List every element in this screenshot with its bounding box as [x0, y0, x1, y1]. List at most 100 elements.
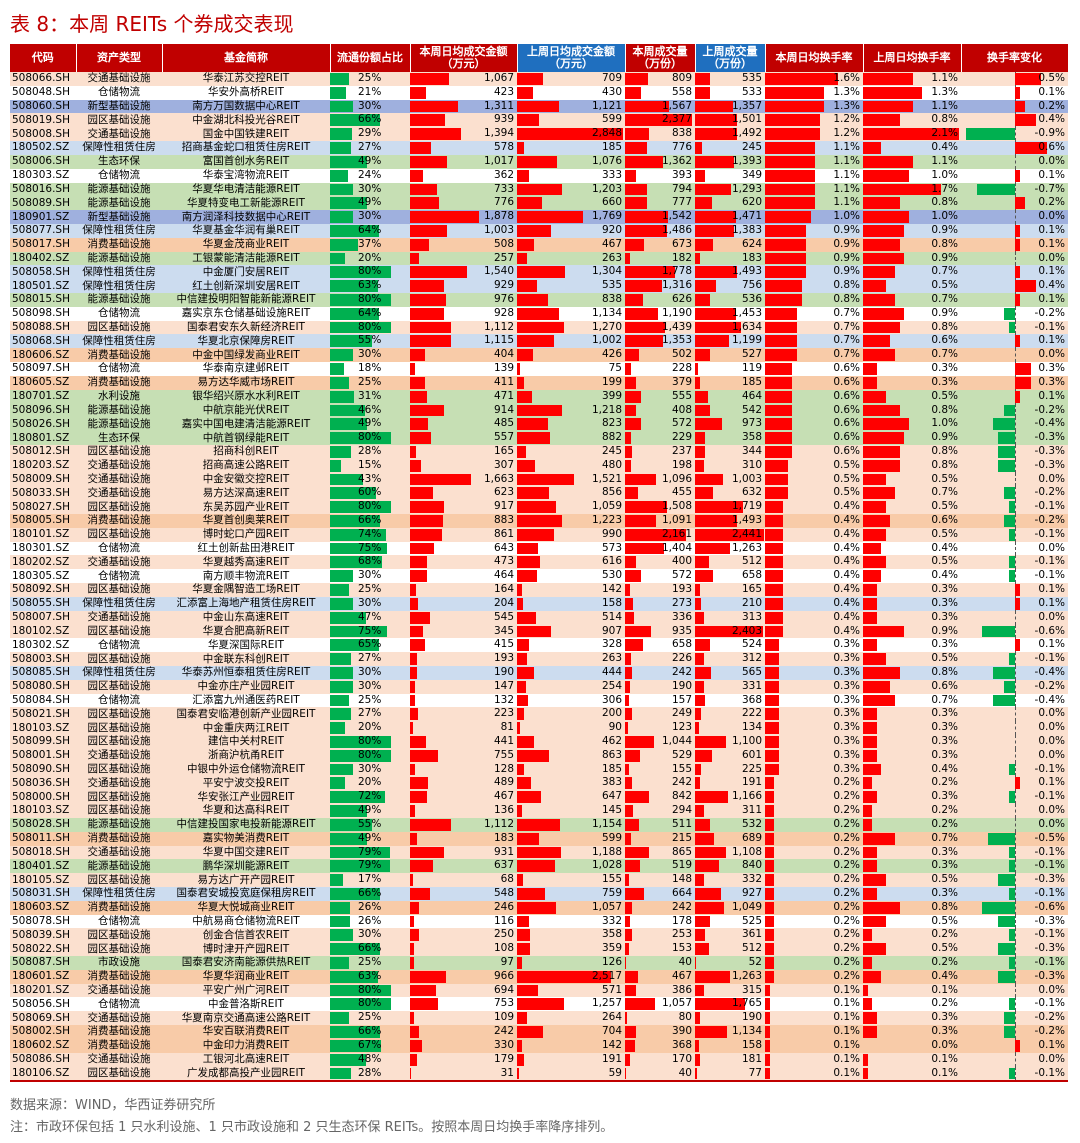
- turnover-this-week-bar: [765, 846, 775, 859]
- share-bar: [330, 901, 350, 914]
- share-value: 66%: [358, 942, 382, 955]
- code-cell: 508005.SH: [10, 514, 76, 528]
- turnover-this-week-bar: [765, 1053, 770, 1066]
- turnover-this-week-value: 0.4%: [833, 527, 860, 540]
- amount-this-week-bar: [410, 183, 437, 196]
- asset-type-cell: 保障性租赁住房: [76, 665, 162, 680]
- amount-this-week-cell: 423: [410, 85, 517, 100]
- volume-this-week-bar: [625, 349, 640, 362]
- asset-type-cell: 交通基础设施: [76, 610, 162, 625]
- turnover-this-week-bar: [765, 432, 793, 444]
- share-bar: [330, 998, 391, 1011]
- volume-this-week-value: 555: [671, 389, 692, 402]
- turnover-last-week-value: 0.7%: [931, 293, 958, 305]
- table-row: 508098.SH 仓储物流 嘉实京东仓储基础设施REIT 64% 928 1,134 1,…: [10, 306, 1068, 321]
- volume-last-week-cell: 1,199: [695, 334, 765, 349]
- volume-this-week-cell: 393: [625, 168, 695, 183]
- share-value: 55%: [358, 817, 382, 830]
- turnover-last-week-bar: [863, 515, 891, 527]
- turnover-this-week-bar: [765, 1026, 770, 1038]
- share-cell: 67%: [330, 1038, 410, 1053]
- amount-this-week-value: 204: [493, 596, 514, 609]
- turnover-last-week-bar: [863, 777, 873, 790]
- amount-last-week-bar: [517, 1039, 523, 1052]
- turnover-last-week-bar: [863, 625, 905, 638]
- table-row: 508097.SH 仓储物流 华泰南京建邺REIT 18% 139 75 228 119 0.6…: [10, 362, 1068, 376]
- turnover-this-week-bar: [765, 584, 784, 596]
- asset-type-cell: 保障性租赁住房: [76, 141, 162, 155]
- turnover-this-week-cell: 0.1%: [765, 1052, 863, 1067]
- share-bar: [330, 818, 372, 831]
- turnover-this-week-bar: [765, 722, 779, 734]
- volume-last-week-value: 368: [741, 693, 762, 706]
- code-cell: 508001.SH: [10, 748, 76, 763]
- turnover-this-week-cell: 1.2%: [765, 127, 863, 142]
- turnover-change-cell: 0.1%: [961, 638, 1068, 653]
- amount-last-week-cell: 358: [517, 928, 625, 943]
- volume-last-week-cell: 464: [695, 389, 765, 404]
- volume-this-week-bar: [625, 625, 652, 638]
- share-bar: [330, 252, 346, 265]
- amount-this-week-value: 1,115: [483, 334, 514, 347]
- amount-last-week-value: 823: [601, 417, 622, 430]
- volume-last-week-value: 1,765: [731, 997, 762, 1010]
- change-value: 0.0%: [1038, 735, 1065, 747]
- turnover-last-week-bar: [863, 266, 895, 279]
- share-cell: 46%: [330, 403, 410, 418]
- share-cell: 80%: [330, 748, 410, 763]
- volume-last-week-value: 315: [741, 983, 762, 996]
- amount-last-week-cell: 1,002: [517, 334, 625, 349]
- turnover-last-week-cell: 0.3%: [863, 790, 961, 805]
- reits-table: 代码 资产类型 基金简称 流通份额占比 本周日均成交金额（万元） 上周日均成交金…: [10, 44, 1069, 1083]
- amount-this-week-value: 508: [493, 237, 514, 250]
- amount-this-week-cell: 694: [410, 983, 517, 998]
- change-value: 0.1%: [1038, 389, 1065, 402]
- zero-line: [1014, 1066, 1016, 1080]
- share-bar: [330, 487, 376, 500]
- volume-last-week-cell: 533: [695, 85, 765, 100]
- turnover-this-week-value: 0.1%: [833, 1038, 860, 1051]
- turnover-last-week-cell: 1.0%: [863, 168, 961, 183]
- amount-last-week-bar: [517, 1012, 527, 1025]
- turnover-change-cell: -0.1%: [961, 997, 1068, 1012]
- amount-this-week-cell: 223: [410, 707, 517, 722]
- share-value: 60%: [358, 486, 382, 499]
- turnover-this-week-cell: 1.1%: [765, 196, 863, 211]
- turnover-last-week-value: 1.1%: [931, 154, 958, 167]
- fund-name-cell: 华安百联消费REIT: [162, 1025, 330, 1039]
- volume-last-week-cell: 1,493: [695, 265, 765, 280]
- amount-this-week-value: 464: [493, 569, 514, 582]
- share-value: 80%: [358, 265, 382, 278]
- change-value: 0.0%: [1038, 541, 1065, 554]
- turnover-last-week-value: 0.8%: [931, 113, 958, 126]
- amount-last-week-bar: [517, 570, 537, 583]
- amount-last-week-value: 1,057: [591, 900, 622, 913]
- asset-type-cell: 园区基础设施: [76, 707, 162, 722]
- share-cell: 20%: [330, 721, 410, 735]
- volume-last-week-cell: 310: [695, 458, 765, 473]
- code-cell: 180401.SZ: [10, 859, 76, 874]
- amount-this-week-cell: 415: [410, 638, 517, 653]
- amount-last-week-value: 599: [601, 831, 622, 844]
- turnover-last-week-bar: [863, 487, 895, 500]
- amount-last-week-value: 856: [601, 486, 622, 499]
- amount-this-week-value: 411: [493, 375, 514, 388]
- turnover-this-week-cell: 0.1%: [765, 997, 863, 1012]
- volume-this-week-bar: [625, 473, 656, 486]
- volume-last-week-bar: [695, 680, 705, 693]
- share-value: 18%: [358, 362, 382, 375]
- amount-last-week-cell: 263: [517, 251, 625, 266]
- fund-name-cell: 华夏华润商业REIT: [162, 969, 330, 984]
- volume-this-week-value: 386: [671, 983, 692, 996]
- turnover-last-week-cell: 0.7%: [863, 348, 961, 363]
- change-bar: [993, 418, 1015, 431]
- volume-this-week-value: 393: [671, 168, 692, 181]
- turnover-this-week-bar: [765, 625, 784, 638]
- table-row: 508015.SH 能源基础设施 中信建投明阳智能新能源REIT 80% 976 838 6…: [10, 293, 1068, 307]
- turnover-last-week-value: 0.1%: [931, 1052, 958, 1065]
- zero-line: [1014, 444, 1016, 459]
- turnover-this-week-cell: 0.1%: [765, 1066, 863, 1083]
- turnover-this-week-value: 0.6%: [833, 431, 860, 444]
- share-cell: 30%: [330, 210, 410, 224]
- volume-this-week-bar: [625, 155, 664, 168]
